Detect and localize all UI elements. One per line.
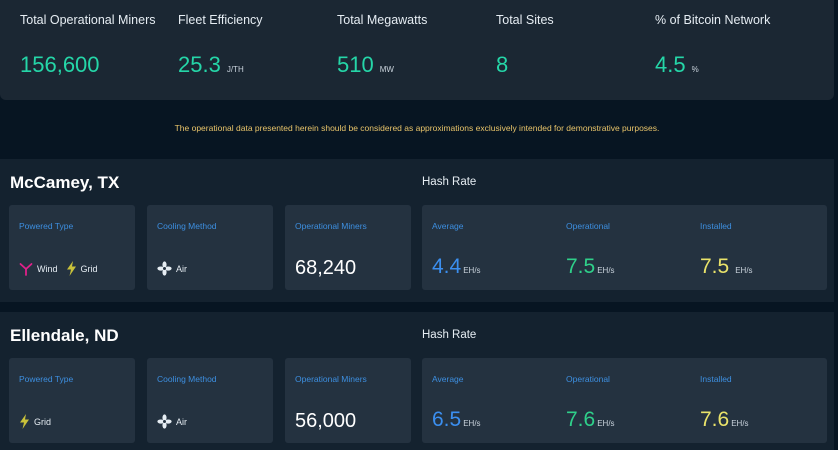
operational-miners-card: Operational Miners 68,240 <box>285 205 411 290</box>
fan-icon <box>157 414 172 429</box>
hash-label: Installed <box>700 221 732 231</box>
card-label: Cooling Method <box>157 221 217 231</box>
hash-rate-title: Hash Rate <box>422 329 477 341</box>
power-label: Wind <box>37 263 58 274</box>
lightning-bolt-icon <box>66 261 77 276</box>
hash-label: Average <box>432 221 464 231</box>
site-name: McCamey, TX <box>10 173 120 192</box>
site-card-mccamey: McCamey, TX Hash Rate Powered Type Wind … <box>0 159 834 302</box>
hash-unit: EH/s <box>731 419 749 428</box>
hash-rate-card: Average 4.4 EH/s Operational 7.5 EH/s Inst… <box>422 205 827 290</box>
powered-type-card: Powered Type Grid <box>9 358 135 443</box>
stat-label: % of Bitcoin Network <box>655 13 771 27</box>
lightning-bolt-icon <box>19 414 30 429</box>
stat-value: 4.5 <box>655 52 686 77</box>
hash-value: 7.5 <box>566 255 596 278</box>
hash-unit: EH/s <box>735 266 753 275</box>
stat-label: Fleet Efficiency <box>178 13 263 27</box>
card-label: Operational Miners <box>295 374 367 384</box>
fan-icon <box>157 261 172 276</box>
hash-label: Operational <box>566 221 610 231</box>
powered-type-card: Powered Type Wind Grid <box>9 205 135 290</box>
hash-value: 4.4 <box>432 255 462 278</box>
hash-value: 7.6 <box>566 408 596 431</box>
hash-value: 7.5 <box>700 255 730 278</box>
stat-value: 510 <box>337 52 374 77</box>
hash-unit: EH/s <box>463 419 481 428</box>
stat-value: 156,600 <box>20 52 100 77</box>
card-label: Cooling Method <box>157 374 217 384</box>
operational-miners-value: 68,240 <box>295 257 357 279</box>
stat-label: Total Megawatts <box>337 13 428 27</box>
card-label: Powered Type <box>19 374 74 384</box>
cooling-label: Air <box>176 416 187 427</box>
hash-unit: EH/s <box>463 266 481 275</box>
hash-label: Operational <box>566 374 610 384</box>
operational-miners-card: Operational Miners 56,000 <box>285 358 411 443</box>
site-card-ellendale: Ellendale, ND Hash Rate Powered Type Gri… <box>0 312 834 450</box>
hash-unit: EH/s <box>597 419 615 428</box>
operational-miners-value: 56,000 <box>295 410 357 432</box>
hash-rate-title: Hash Rate <box>422 176 477 188</box>
cooling-method-card: Cooling Method Air <box>147 358 273 443</box>
hash-label: Installed <box>700 374 732 384</box>
hash-unit: EH/s <box>597 266 615 275</box>
cooling-method-card: Cooling Method Air <box>147 205 273 290</box>
power-label: Grid <box>80 263 98 274</box>
stat-unit: % <box>691 65 699 74</box>
stat-value: 25.3 <box>178 52 221 77</box>
hash-value: 6.5 <box>432 408 462 431</box>
power-label: Grid <box>34 416 52 427</box>
card-label: Powered Type <box>19 221 74 231</box>
site-name: Ellendale, ND <box>10 326 119 345</box>
cooling-label: Air <box>176 263 187 274</box>
stat-unit: J/TH <box>226 65 244 74</box>
stat-label: Total Sites <box>496 13 554 27</box>
stat-value: 8 <box>496 52 509 77</box>
stat-unit: MW <box>379 65 394 74</box>
card-label: Operational Miners <box>295 221 367 231</box>
stat-label: Total Operational Miners <box>20 13 156 27</box>
stats-bar: Total Operational Miners 156,600 Fleet E… <box>0 0 834 100</box>
wind-turbine-icon <box>19 262 33 276</box>
hash-value: 7.6 <box>700 408 730 431</box>
disclaimer: The operational data presented herein sh… <box>174 123 660 133</box>
hash-label: Average <box>432 374 464 384</box>
hash-rate-card: Average 6.5 EH/s Operational 7.6 EH/s Inst… <box>422 358 827 443</box>
